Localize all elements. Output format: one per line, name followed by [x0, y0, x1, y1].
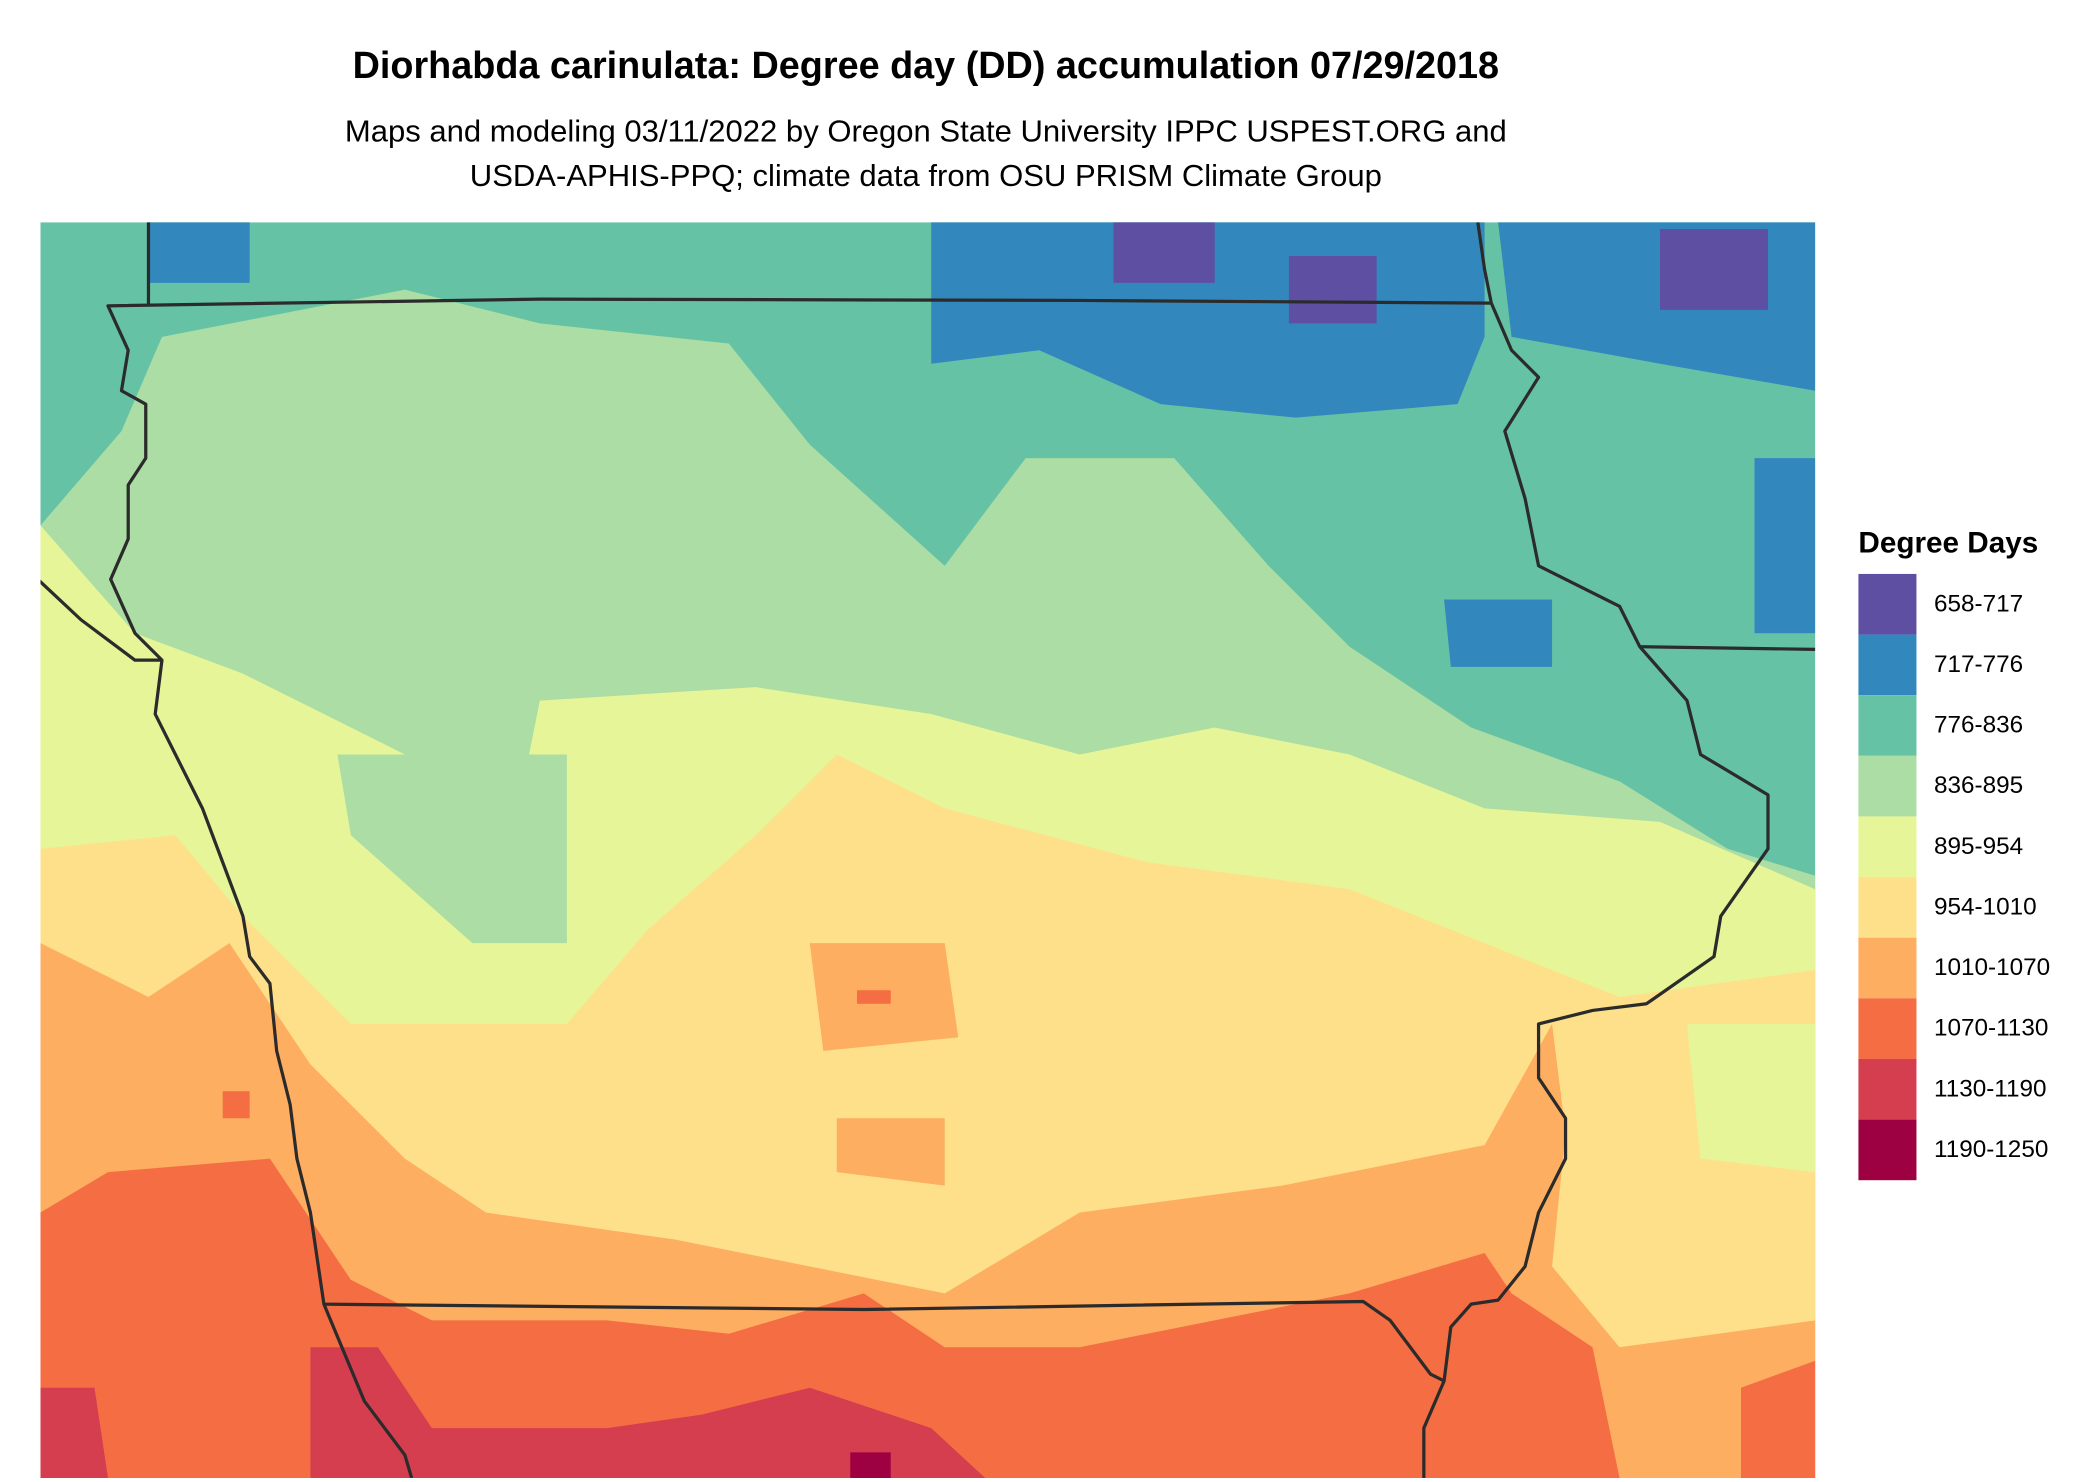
legend-label: 776-836 [1934, 712, 2023, 739]
legend-swatch [1858, 937, 1917, 999]
state-border [1422, 1380, 1446, 1478]
zone [857, 990, 891, 1004]
legend-label: 717-776 [1934, 651, 2023, 678]
zone [1660, 229, 1768, 310]
zone [222, 1091, 250, 1119]
legend-label: 1010-1070 [1934, 954, 2050, 981]
legend-title: Degree Days [1858, 526, 2038, 559]
subtitle-line: Maps and modeling 03/11/2022 by Oregon S… [345, 113, 1507, 148]
legend-label: 895-954 [1934, 833, 2023, 860]
zone [836, 1118, 945, 1186]
map-raster [40, 222, 1816, 1478]
zone [310, 1347, 986, 1478]
zone [1444, 599, 1553, 667]
legend-label: 1190-1250 [1934, 1136, 2048, 1163]
zone [1754, 458, 1816, 634]
state-border [1639, 645, 1816, 652]
legend-label: 836-895 [1934, 772, 2023, 799]
legend-label: 954-1010 [1934, 893, 2037, 920]
state-border [1476, 222, 1493, 304]
zone [1741, 1360, 1816, 1478]
legend-swatch [1858, 998, 1917, 1059]
state-border [40, 579, 162, 662]
title: Diorhabda carinulata: Degree day (DD) ac… [353, 44, 1499, 86]
legend-label: 658-717 [1934, 590, 2023, 617]
legend-swatch [1858, 634, 1917, 696]
legend-label: 1070-1130 [1934, 1015, 2048, 1042]
zone [40, 1387, 108, 1478]
zone [1687, 1023, 1816, 1173]
legend-label: 1130-1190 [1934, 1075, 2047, 1102]
legend-swatch [1858, 695, 1917, 756]
borders [40, 222, 1816, 1478]
subtitle-line: USDA-APHIS-PPQ; climate data from OSU PR… [470, 158, 1382, 193]
zone [1113, 222, 1215, 283]
zone [1288, 255, 1377, 324]
state-border [322, 1303, 414, 1478]
legend-swatch [1858, 1119, 1917, 1181]
legend-swatch [1858, 877, 1917, 938]
legend-swatch [1858, 573, 1917, 635]
zone [337, 754, 567, 944]
legend-swatch [1858, 816, 1917, 878]
legend-swatch [1858, 1058, 1917, 1120]
zone [148, 222, 250, 283]
zone [850, 1452, 891, 1478]
legend-swatch [1858, 755, 1917, 817]
legend: 658-717 717-776 776-836 836-895 895-954 954-1… [1858, 573, 2050, 1181]
zone [40, 1158, 1620, 1478]
